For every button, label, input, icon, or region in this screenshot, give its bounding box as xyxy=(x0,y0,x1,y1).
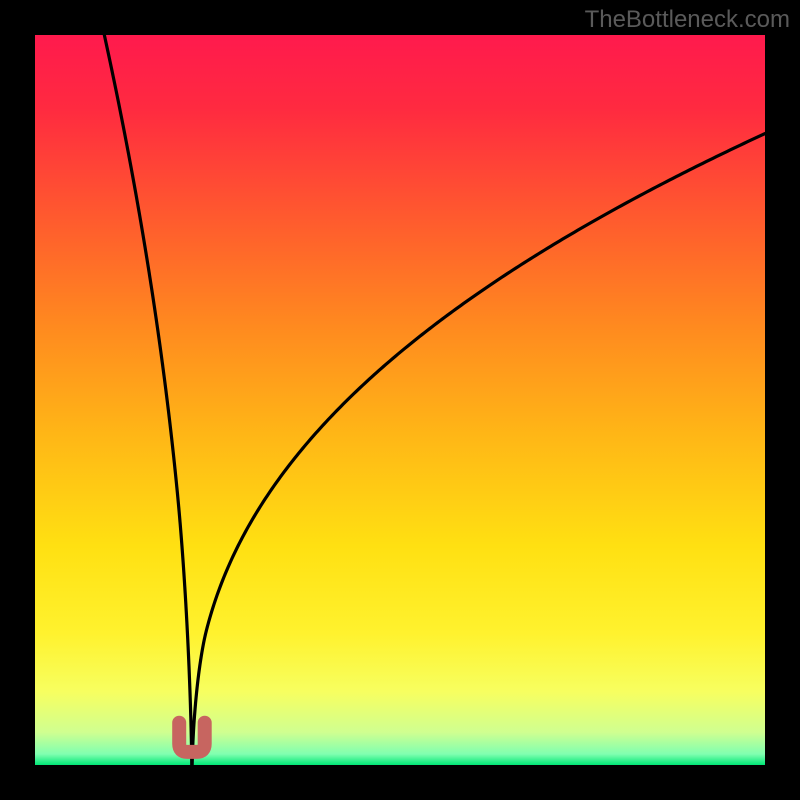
plot-area xyxy=(35,35,765,765)
chart-svg xyxy=(35,35,765,765)
chart-container: TheBottleneck.com xyxy=(0,0,800,800)
watermark-text: TheBottleneck.com xyxy=(585,6,790,34)
gradient-background xyxy=(35,35,765,765)
